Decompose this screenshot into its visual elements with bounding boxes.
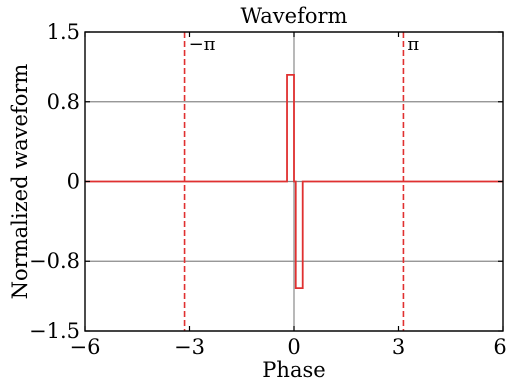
reference-line-label: −π (189, 34, 216, 55)
x-tick-label: 0 (287, 335, 300, 359)
series-layer (85, 73, 503, 290)
x-tick-label: −6 (70, 335, 101, 359)
reference-line-label: π (407, 34, 419, 55)
x-axis-label: Phase (262, 358, 325, 382)
y-tick-label: 1.5 (47, 20, 80, 44)
chart-title: Waveform (241, 4, 348, 28)
tick-marks (84, 31, 504, 332)
waveform-series-line (85, 73, 503, 290)
x-tick-label: 3 (392, 335, 405, 359)
y-tick-labels: −1.5 −0.8 0 0.8 1.5 (29, 20, 80, 343)
annotations: −π π (189, 34, 420, 55)
x-tick-labels: −6 −3 0 3 6 (70, 335, 507, 359)
y-tick-label: −1.5 (29, 319, 80, 343)
x-tick-label: 6 (493, 335, 506, 359)
y-tick-label: −0.8 (29, 249, 80, 273)
y-tick-label: 0.8 (47, 90, 80, 114)
x-tick-label: −3 (174, 335, 205, 359)
y-axis-label: Normalized waveform (8, 64, 32, 300)
y-tick-label: 0 (67, 170, 80, 194)
